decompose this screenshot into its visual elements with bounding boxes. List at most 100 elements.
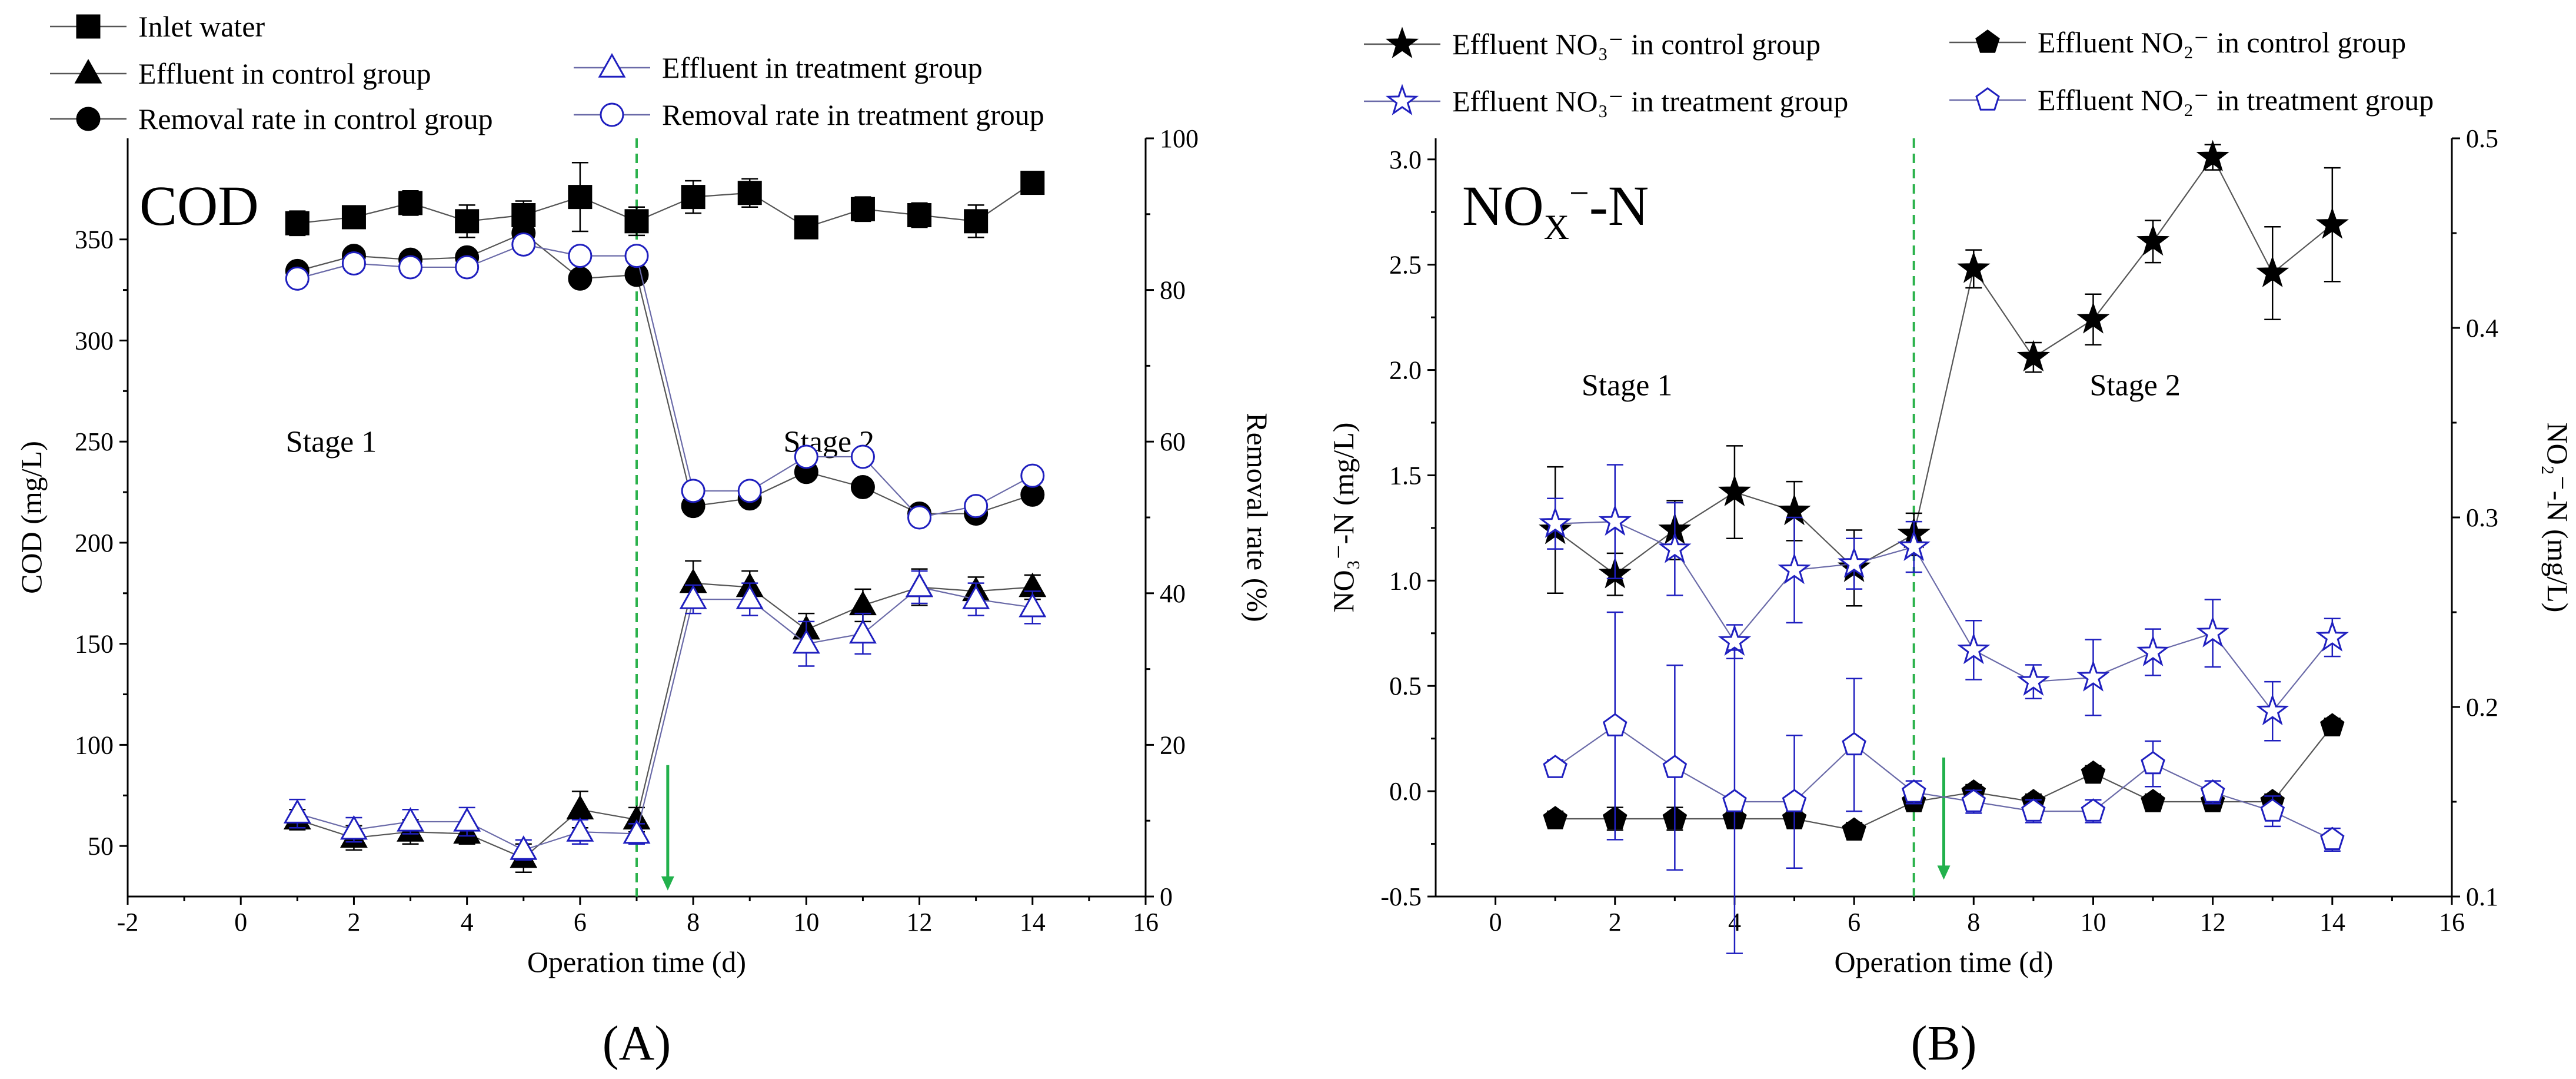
legend-marker <box>600 102 624 127</box>
y-tick-label: 250 <box>75 427 114 456</box>
data-point <box>1837 546 1871 578</box>
y-tick-label: 200 <box>75 529 114 557</box>
legend-label: Effluent NO₃⁻ in treatment group <box>1452 85 1848 118</box>
data-point <box>283 799 311 824</box>
x-tick-label: 16 <box>2439 908 2465 937</box>
data-point <box>341 251 366 276</box>
data-point <box>1782 789 1807 812</box>
data-point <box>455 255 480 280</box>
data-point <box>2141 751 2165 775</box>
y-tick-label: 0.5 <box>1389 672 1422 700</box>
data-point <box>1718 624 1752 656</box>
legend-marker <box>598 53 626 78</box>
data-point <box>2196 140 2229 172</box>
x-axis-label: Operation time (d) <box>1834 945 2053 978</box>
data-point <box>1842 732 1866 756</box>
data-point <box>2260 798 2285 822</box>
panel-label: (A) <box>603 1016 671 1071</box>
y-tick-label: 2.5 <box>1389 251 1422 280</box>
x-tick-label: 6 <box>574 908 587 937</box>
data-point <box>285 211 309 235</box>
data-point <box>455 209 480 234</box>
legend-item: Effluent NO₂⁻ in treatment group <box>1949 84 2434 117</box>
data-point <box>906 572 934 597</box>
x-tick-label: 0 <box>1489 908 1502 937</box>
data-point <box>453 807 481 832</box>
y-tick-label: -0.5 <box>1380 882 1422 911</box>
data-point <box>1543 755 1567 778</box>
axes: -2 0 2 4 6 8 10 12 14 16 50 100 150 200 250 300 350 0 20 40… <box>15 124 1274 978</box>
chart-title: NOX−-N <box>1462 174 1649 247</box>
data-point <box>794 444 818 469</box>
y-tick-label: 150 <box>75 630 114 659</box>
data-point <box>2256 693 2289 726</box>
legend-label: Effluent in control group <box>138 57 431 90</box>
x-tick-label: 6 <box>1848 908 1861 937</box>
series-line <box>1555 521 2333 712</box>
legend-label: Removal rate in treatment group <box>662 98 1044 131</box>
y2-tick-label: 0 <box>1160 882 1173 911</box>
data-point <box>2081 798 2106 822</box>
data-point <box>340 815 368 840</box>
data-point <box>737 479 762 503</box>
panel-label: (B) <box>1911 1016 1977 1071</box>
data-point <box>848 590 877 616</box>
series-line <box>1555 156 2333 575</box>
x-tick-label: 10 <box>2080 908 2106 937</box>
y-tick-label: 3.0 <box>1389 145 1422 174</box>
data-point <box>2200 779 2225 803</box>
series-line <box>297 244 1033 519</box>
y-tick-label: 100 <box>75 731 114 759</box>
y2-tick-label: 0.4 <box>2466 314 2498 343</box>
data-point <box>397 807 425 832</box>
legend-label: Inlet water <box>138 10 265 43</box>
data-point <box>1539 506 1572 538</box>
axes: 0 2 4 6 8 10 12 14 16-0.50.00.51.01.52.02.53.00.… <box>1327 124 2574 978</box>
legend-marker <box>1385 26 1419 58</box>
data-point <box>1718 474 1752 506</box>
chart-title: COD <box>139 174 259 237</box>
x-axis-label: Operation time (d) <box>527 945 746 978</box>
data-point <box>2136 635 2170 666</box>
data-point <box>568 266 593 291</box>
data-point <box>2016 664 2051 696</box>
x-tick-label: 14 <box>2319 908 2345 937</box>
x-tick-label: 14 <box>1020 908 1046 937</box>
data-point <box>566 817 594 842</box>
data-point <box>1778 552 1811 585</box>
y2-tick-label: 80 <box>1160 276 1186 305</box>
legend-marker <box>74 59 102 84</box>
data-point <box>907 203 932 228</box>
x-tick-label: 16 <box>1133 908 1159 937</box>
y-axis-label: NO₃⁻-N (mg/L) <box>1327 423 1360 613</box>
title-sub: X <box>1544 208 1569 247</box>
data-point <box>792 629 820 654</box>
stage-label: Stage 2 <box>2089 368 2181 402</box>
data-point <box>568 244 593 268</box>
data-point <box>624 244 649 268</box>
data-point <box>2196 616 2229 648</box>
data-point <box>2256 255 2289 287</box>
data-point <box>2021 798 2046 822</box>
y-tick-label: 1.0 <box>1389 566 1422 595</box>
data-point <box>2136 224 2170 256</box>
data-point <box>907 505 932 530</box>
data-point <box>850 444 875 469</box>
y2-axis-label: NO₂⁻-N (mg/L) <box>2541 423 2574 613</box>
data-point <box>1020 463 1045 488</box>
data-point <box>2076 660 2110 692</box>
data-point <box>624 209 649 234</box>
y-tick-label: 350 <box>75 225 114 254</box>
series-effluent-no-in-treatment-group <box>1543 611 2345 954</box>
x-tick-label: 2 <box>1609 908 1622 937</box>
x-tick-label: 12 <box>907 908 933 937</box>
legend-item: Effluent NO₃⁻ in treatment group <box>1364 84 1848 118</box>
y-tick-label: 2.0 <box>1389 356 1422 385</box>
data-point <box>2076 302 2110 334</box>
data-point <box>2315 620 2349 652</box>
data-point <box>1897 529 1931 561</box>
title-tail: -N <box>1589 174 1649 237</box>
series-line <box>297 586 1033 851</box>
data-point <box>398 191 423 215</box>
title-sup: − <box>1569 174 1589 213</box>
